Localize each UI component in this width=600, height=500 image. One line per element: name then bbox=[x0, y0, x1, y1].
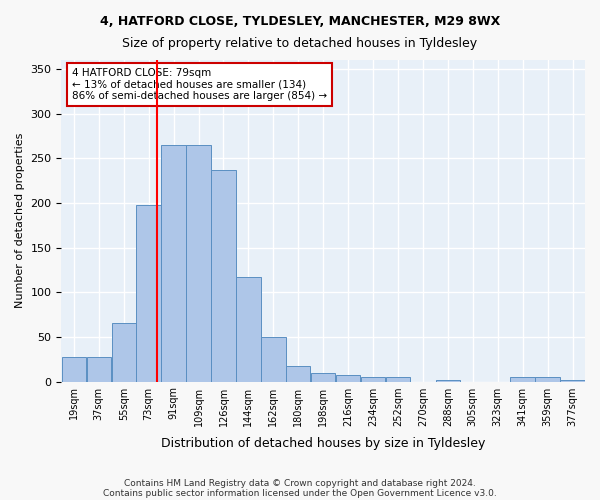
Bar bbox=[211, 170, 236, 382]
X-axis label: Distribution of detached houses by size in Tyldesley: Distribution of detached houses by size … bbox=[161, 437, 485, 450]
Bar bbox=[62, 358, 86, 382]
Bar bbox=[311, 372, 335, 382]
Bar bbox=[511, 377, 535, 382]
Bar bbox=[336, 376, 361, 382]
Text: 4 HATFORD CLOSE: 79sqm
← 13% of detached houses are smaller (134)
86% of semi-de: 4 HATFORD CLOSE: 79sqm ← 13% of detached… bbox=[72, 68, 327, 101]
Bar bbox=[560, 380, 585, 382]
Text: Size of property relative to detached houses in Tyldesley: Size of property relative to detached ho… bbox=[122, 38, 478, 51]
Bar bbox=[261, 337, 286, 382]
Bar bbox=[187, 145, 211, 382]
Bar bbox=[286, 366, 310, 382]
Bar bbox=[86, 358, 111, 382]
Bar bbox=[161, 145, 186, 382]
Bar bbox=[386, 377, 410, 382]
Text: Contains public sector information licensed under the Open Government Licence v3: Contains public sector information licen… bbox=[103, 488, 497, 498]
Bar bbox=[112, 324, 136, 382]
Bar bbox=[361, 377, 385, 382]
Bar bbox=[436, 380, 460, 382]
Bar bbox=[136, 204, 161, 382]
Text: 4, HATFORD CLOSE, TYLDESLEY, MANCHESTER, M29 8WX: 4, HATFORD CLOSE, TYLDESLEY, MANCHESTER,… bbox=[100, 15, 500, 28]
Text: Contains HM Land Registry data © Crown copyright and database right 2024.: Contains HM Land Registry data © Crown c… bbox=[124, 478, 476, 488]
Bar bbox=[535, 377, 560, 382]
Y-axis label: Number of detached properties: Number of detached properties bbox=[15, 133, 25, 308]
Bar bbox=[236, 277, 260, 382]
